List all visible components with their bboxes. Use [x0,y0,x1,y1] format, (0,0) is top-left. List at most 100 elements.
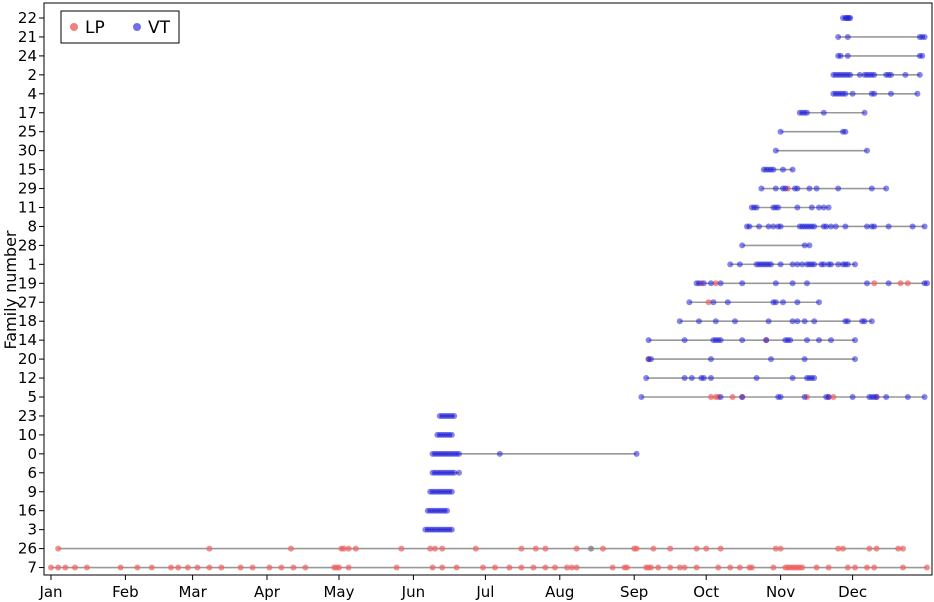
lp-point [194,564,201,571]
vt-point [820,204,827,211]
vt-point [724,299,731,306]
lp-point [667,564,674,571]
vt-point [717,394,724,400]
vt-point [801,318,808,325]
lp-point [345,545,352,552]
lp-point [432,545,438,552]
y-tick-label: 10 [18,426,37,444]
vt-point [871,71,878,78]
lp-point [278,564,285,571]
vt-point [770,223,777,230]
vt-point [883,185,890,192]
vt-point [861,318,868,325]
y-axis-ticks: 2221242417253015291182811927181420125231… [18,9,44,577]
lp-point [777,545,784,552]
x-tick-label: Dec [838,583,867,601]
y-tick-label: 14 [18,331,37,349]
lp-point [340,545,347,552]
lp-point [552,564,558,571]
y-tick-label: 3 [27,521,37,539]
lp-point [439,545,446,552]
vt-point [864,223,870,230]
vt-point [700,375,707,382]
lp-point [825,564,832,571]
x-tick-label: Feb [112,583,139,601]
vt-point [804,337,810,344]
lp-point [518,564,525,571]
vt-point [777,394,784,400]
vt-point [765,223,772,230]
lp-point [717,545,724,552]
y-tick-label: 22 [18,9,37,27]
vt-point [775,204,782,211]
vt-point [921,33,928,40]
lp-point [648,564,654,571]
lp-point [393,564,400,571]
x-tick-label: Nov [766,583,795,601]
vt-point [712,318,719,325]
vt-point [789,375,796,382]
lp-point [871,564,878,571]
vt-point [696,318,702,325]
vt-point [804,280,810,287]
vt-point [816,204,822,211]
y-tick-label: 16 [18,502,37,520]
vt-point [902,71,909,78]
vt-point [789,318,796,325]
lp-point [429,564,436,571]
lp-point [345,564,352,571]
vt-point [710,299,717,306]
vt-point [643,375,650,382]
vt-point [825,394,832,400]
y-tick-label: 19 [18,274,37,292]
vt-point [816,337,822,344]
x-tick-label: Aug [545,583,574,601]
lp-point [844,564,851,571]
vt-point [739,337,746,344]
y-tick-label: 29 [18,180,37,198]
lp-point [542,545,549,552]
plot-area [43,2,933,576]
lp-point [72,564,78,571]
vt-point [888,90,894,97]
vt-point [801,242,808,249]
lp-point [703,545,710,552]
x-tick-label: Jan [38,583,62,601]
lp-point [55,545,62,552]
x-tick-label: Jun [401,583,425,601]
lp-point [871,280,878,287]
vt-point [799,261,806,268]
lp-point [134,564,141,571]
lp-point [655,564,662,571]
vt-point [717,337,724,344]
lp-point [266,564,273,571]
y-tick-label: 4 [27,85,37,103]
lp-point [748,564,755,571]
legend-vt-label: VT [148,18,171,38]
x-tick-label: Sep [620,583,648,601]
vt-point [708,356,714,363]
lp-point [712,280,719,287]
y-tick-label: 8 [27,217,37,235]
vt-point [921,394,928,400]
y-tick-label: 2 [27,66,37,84]
vt-point [856,71,863,78]
lp-point [772,545,779,552]
vt-point [633,450,640,457]
y-tick-label: 7 [27,559,37,577]
vt-point [496,450,503,457]
vt-point [645,337,652,344]
y-tick-label: 23 [18,407,37,425]
lp-point [84,564,90,571]
vt-point [849,394,856,400]
legend-vt-marker [133,23,141,31]
vt-point [847,15,854,21]
vt-point [753,204,760,211]
legend-lp-marker [70,23,78,31]
lp-point [852,564,858,571]
lp-point [302,564,309,571]
lp-point [218,564,225,571]
lp-point [900,564,906,571]
vt-point [732,318,738,325]
lp-point [633,545,640,552]
